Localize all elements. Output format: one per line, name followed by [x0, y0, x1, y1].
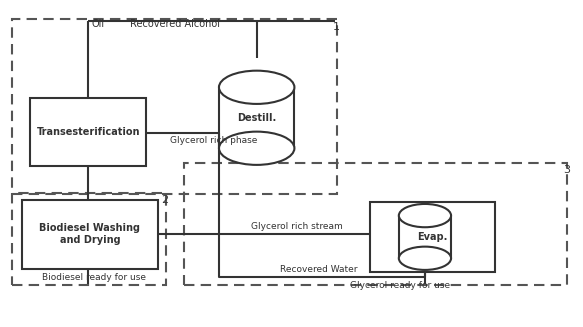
Bar [12, 193, 166, 285]
Text: 3: 3 [563, 165, 570, 176]
Text: Recovered Water: Recovered Water [280, 265, 357, 274]
Ellipse shape [219, 132, 294, 165]
Ellipse shape [399, 204, 451, 227]
Text: 2: 2 [161, 195, 168, 205]
Bar [370, 202, 494, 272]
Text: Oil: Oil [92, 19, 104, 29]
Text: Evap.: Evap. [417, 232, 447, 242]
Bar [184, 164, 567, 285]
Text: Destill.: Destill. [237, 113, 276, 123]
Text: 1: 1 [333, 22, 340, 32]
Text: Glycerol ready for use: Glycerol ready for use [350, 281, 449, 290]
Ellipse shape [219, 71, 294, 104]
Text: Glycerol rich stream: Glycerol rich stream [251, 222, 343, 232]
Bar [219, 87, 294, 148]
Bar [22, 199, 158, 269]
Bar [30, 98, 146, 166]
Text: Biodiesel Washing
and Drying: Biodiesel Washing and Drying [40, 223, 141, 245]
Text: Recovered Alcohol: Recovered Alcohol [131, 19, 220, 29]
Bar [12, 19, 337, 194]
Text: Transesterification: Transesterification [37, 127, 140, 137]
Text: Glycerol rich phase: Glycerol rich phase [170, 136, 257, 145]
Ellipse shape [399, 247, 451, 270]
Bar [399, 215, 451, 258]
Text: Biodiesel ready for use: Biodiesel ready for use [42, 273, 146, 282]
